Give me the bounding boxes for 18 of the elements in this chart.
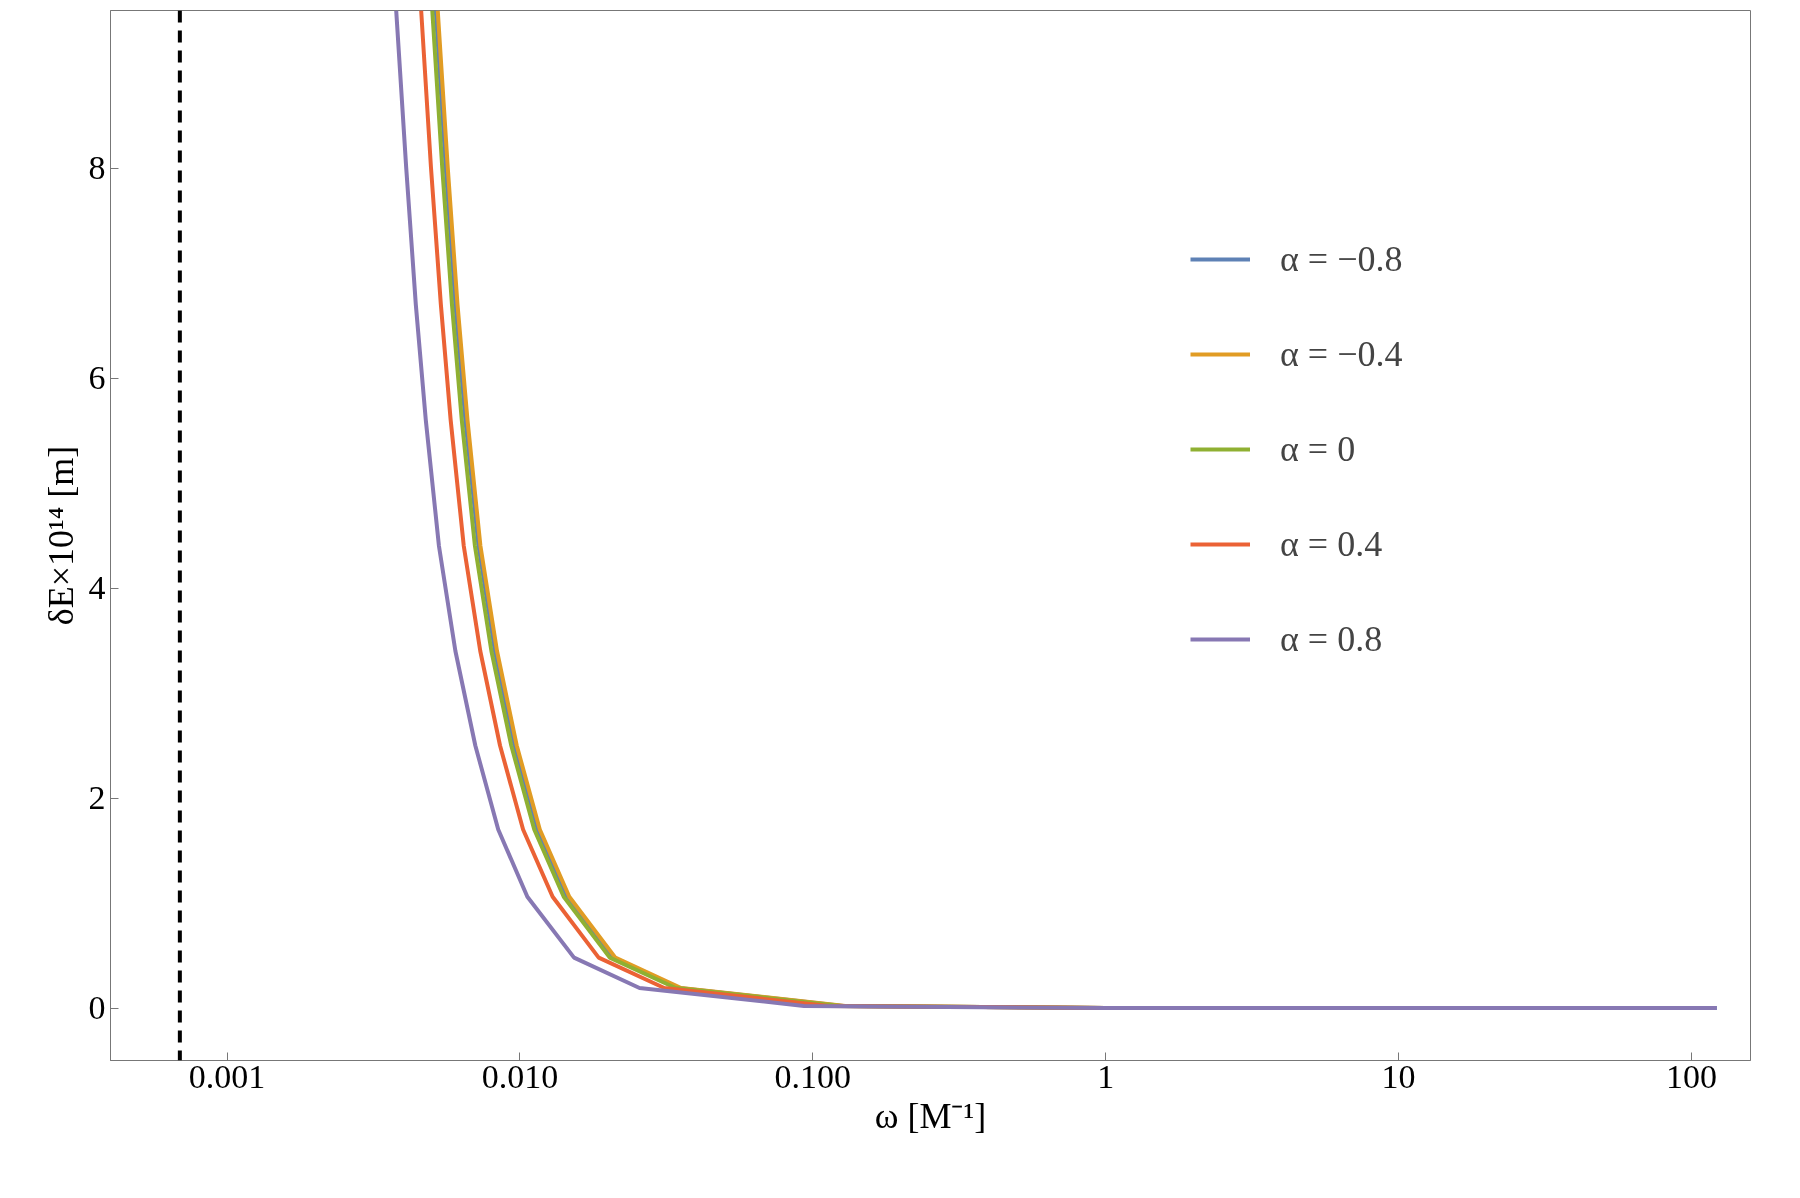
x-tick-label: 0.100 — [774, 1057, 852, 1095]
legend-label: α = 0.8 — [1280, 618, 1383, 660]
x-tick-label: 10 — [1381, 1057, 1416, 1095]
y-tick-label: 6 — [88, 359, 106, 396]
legend-label: α = −0.4 — [1280, 333, 1403, 375]
x-tick-label: 0.001 — [188, 1057, 266, 1095]
y-tick-label: 0 — [88, 989, 106, 1026]
legend-label: α = 0 — [1280, 428, 1356, 470]
legend-label: α = −0.8 — [1280, 238, 1403, 280]
y-tick-label: 2 — [88, 779, 106, 816]
x-tick-label: 100 — [1666, 1057, 1718, 1095]
y-tick-label: 4 — [88, 569, 106, 606]
x-axis-title: ω [M⁻¹] — [874, 1095, 987, 1136]
x-tick-label: 0.010 — [481, 1057, 559, 1095]
y-tick-label: 8 — [88, 149, 106, 186]
x-tick-label: 1 — [1097, 1057, 1115, 1095]
legend-label: α = 0.4 — [1280, 523, 1383, 565]
y-axis-title: δE×10¹⁴ [m] — [40, 445, 81, 626]
